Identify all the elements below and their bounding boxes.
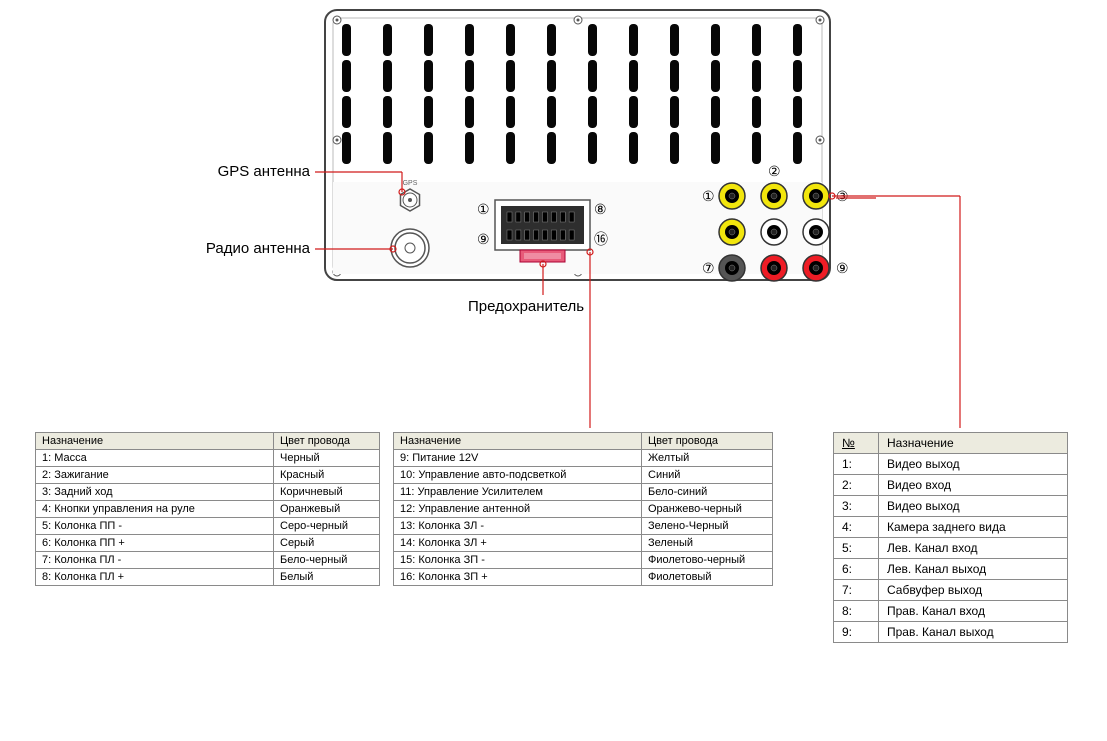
- rca-num: 3:: [834, 496, 879, 517]
- wire-color: Синий: [642, 467, 773, 484]
- wire-purpose: 15: Колонка ЗП -: [394, 552, 642, 569]
- wire-purpose: 2: Зажигание: [36, 467, 274, 484]
- rca-num: 7:: [834, 580, 879, 601]
- rca-num: 2:: [834, 475, 879, 496]
- rca-num: 9:: [834, 622, 879, 643]
- rca-purpose: Видео выход: [879, 496, 1068, 517]
- wire-purpose: 12: Управление антенной: [394, 501, 642, 518]
- wire-color: Фиолетовый: [642, 569, 773, 586]
- gps-antenna-label: GPS антенна: [150, 163, 310, 180]
- wire-color: Желтый: [642, 450, 773, 467]
- wire-purpose: 8: Колонка ПЛ +: [36, 569, 274, 586]
- svg-text:⑯: ⑯: [594, 231, 608, 247]
- rca-purpose: Видео вход: [879, 475, 1068, 496]
- rca-purpose: Прав. Канал выход: [879, 622, 1068, 643]
- th-color: Цвет провода: [274, 433, 380, 450]
- svg-text:GPS: GPS: [403, 180, 418, 187]
- wire-color: Оранжевый: [274, 501, 380, 518]
- rca-num: 6:: [834, 559, 879, 580]
- rca-purpose: Прав. Канал вход: [879, 601, 1068, 622]
- radio-antenna-label: Радио антенна: [150, 240, 310, 257]
- wire-color: Зеленый: [642, 535, 773, 552]
- rca-purpose: Лев. Канал выход: [879, 559, 1068, 580]
- svg-text:②: ②: [768, 163, 781, 179]
- rca-num: 5:: [834, 538, 879, 559]
- wire-color: Зелено-Черный: [642, 518, 773, 535]
- wire-color: Бело-черный: [274, 552, 380, 569]
- rca-purpose: Камера заднего вида: [879, 517, 1068, 538]
- wire-color: Красный: [274, 467, 380, 484]
- wire-color: Оранжево-черный: [642, 501, 773, 518]
- wire-table-right: НазначениеЦвет провода 9: Питание 12VЖел…: [393, 432, 773, 586]
- rca-table: №Назначение 1:Видео выход2:Видео вход3:В…: [833, 432, 1068, 643]
- fuse-label: Предохранитель: [468, 298, 584, 315]
- rca-num: 1:: [834, 454, 879, 475]
- svg-text:①: ①: [477, 201, 490, 217]
- svg-text:⑧: ⑧: [594, 201, 607, 217]
- rca-purpose: Сабвуфер выход: [879, 580, 1068, 601]
- wire-table-left: НазначениеЦвет провода 1: МассаЧерный2: …: [35, 432, 380, 586]
- rca-purpose: Видео выход: [879, 454, 1068, 475]
- wire-purpose: 4: Кнопки управления на руле: [36, 501, 274, 518]
- wire-color: Бело-синий: [642, 484, 773, 501]
- svg-text:①: ①: [702, 188, 715, 204]
- th-purpose: Назначение: [394, 433, 642, 450]
- rca-num: 4:: [834, 517, 879, 538]
- wire-color: Серый: [274, 535, 380, 552]
- wire-purpose: 11: Управление Усилителем: [394, 484, 642, 501]
- wire-purpose: 7: Колонка ПЛ -: [36, 552, 274, 569]
- wire-purpose: 5: Колонка ПП -: [36, 518, 274, 535]
- wire-color: Фиолетово-черный: [642, 552, 773, 569]
- wire-color: Черный: [274, 450, 380, 467]
- wire-purpose: 13: Колонка ЗЛ -: [394, 518, 642, 535]
- wire-color: Серо-черный: [274, 518, 380, 535]
- th-num: №: [834, 433, 879, 454]
- svg-text:⑦: ⑦: [702, 260, 715, 276]
- wire-color: Коричневый: [274, 484, 380, 501]
- wire-purpose: 3: Задний ход: [36, 484, 274, 501]
- th-color: Цвет провода: [642, 433, 773, 450]
- wire-color: Белый: [274, 569, 380, 586]
- wire-purpose: 14: Колонка ЗЛ +: [394, 535, 642, 552]
- svg-text:⑨: ⑨: [836, 260, 849, 276]
- svg-text:⑨: ⑨: [477, 231, 490, 247]
- th-purpose: Назначение: [879, 433, 1068, 454]
- wire-purpose: 10: Управление авто-подсветкой: [394, 467, 642, 484]
- rca-num: 8:: [834, 601, 879, 622]
- th-purpose: Назначение: [36, 433, 274, 450]
- rca-purpose: Лев. Канал вход: [879, 538, 1068, 559]
- wire-purpose: 9: Питание 12V: [394, 450, 642, 467]
- wire-purpose: 6: Колонка ПП +: [36, 535, 274, 552]
- wire-purpose: 1: Масса: [36, 450, 274, 467]
- wire-purpose: 16: Колонка ЗП +: [394, 569, 642, 586]
